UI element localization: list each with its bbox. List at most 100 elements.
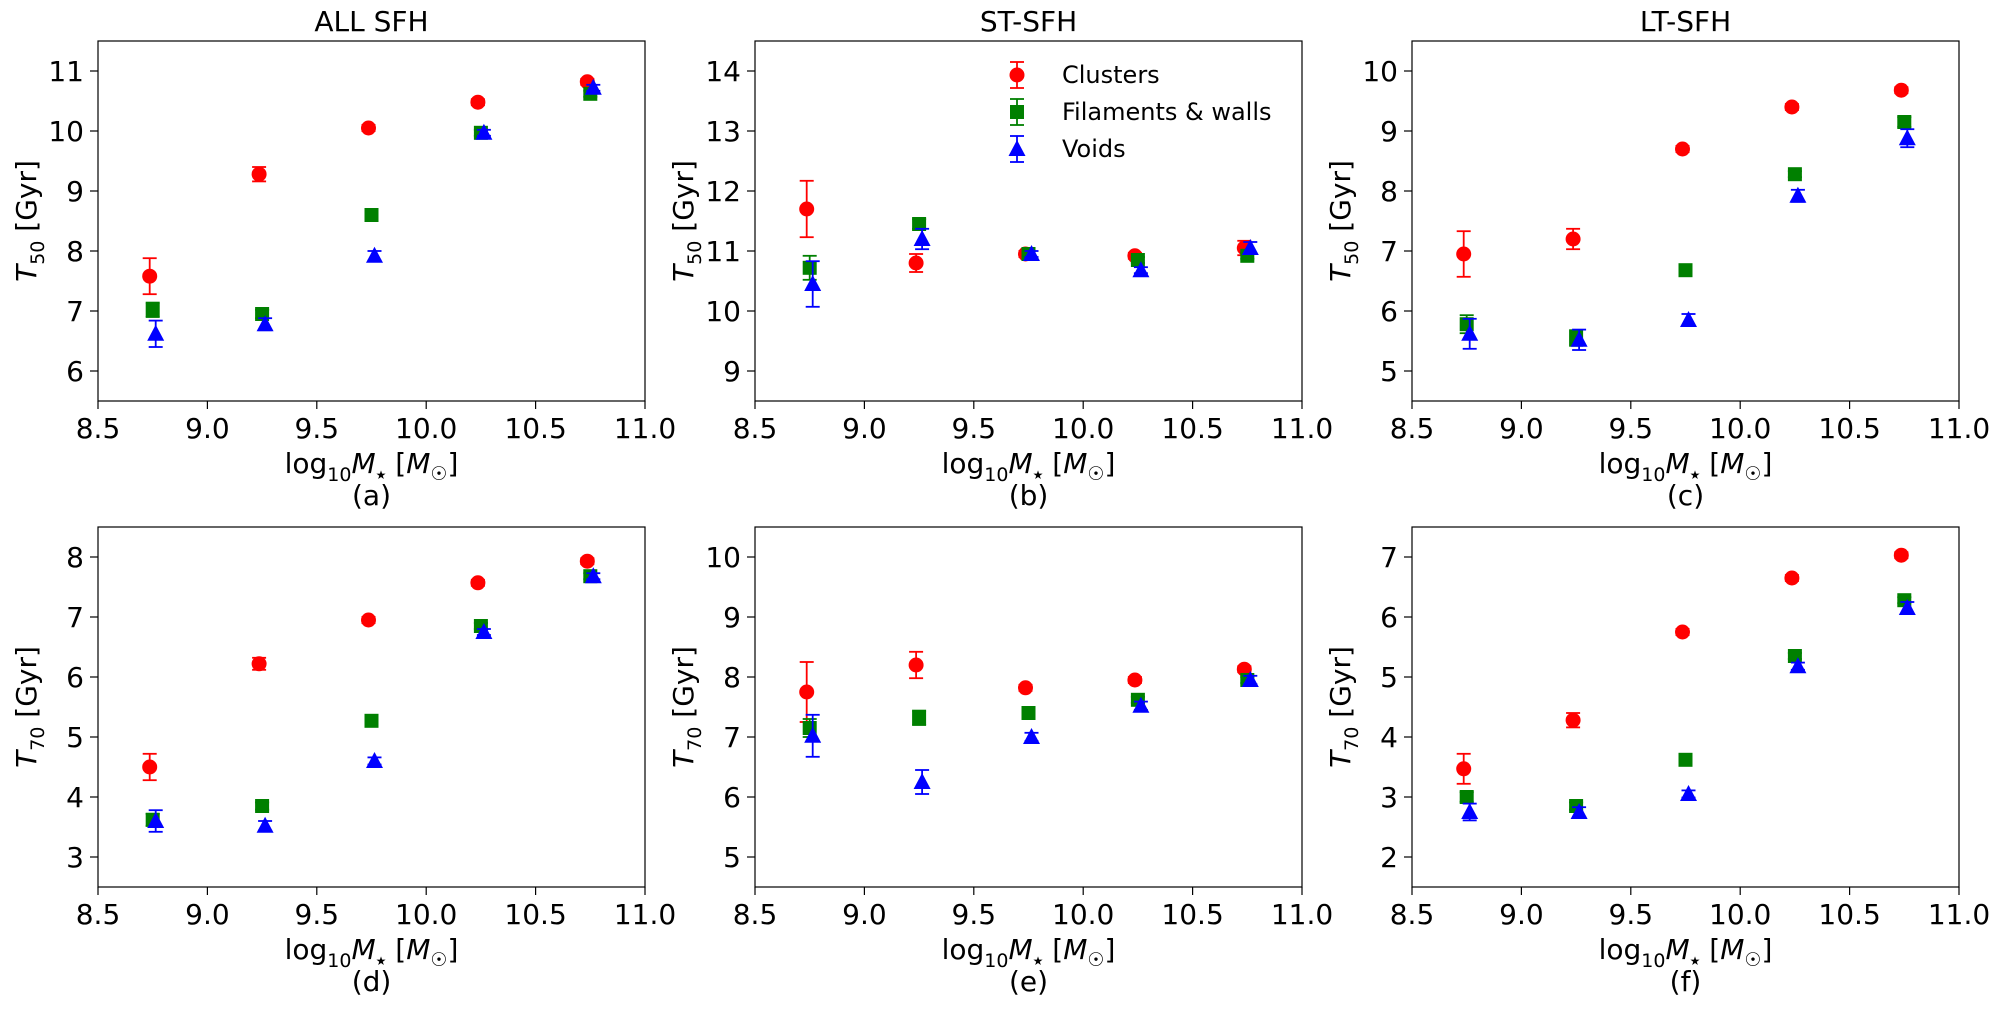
data-point xyxy=(1787,167,1802,182)
legend: Clusters Filaments & walls Voids xyxy=(1008,61,1272,163)
y-tick-label: 14 xyxy=(705,55,741,88)
data-point xyxy=(1461,803,1479,819)
x-tick-label: 10.0 xyxy=(1709,898,1771,931)
panel-1: 8.5 9.0 9.5 10.0 10.5 11.0 6 7 8 9 10 11 ALL SFH log1… xyxy=(10,5,676,512)
y-tick-label: 9 xyxy=(1380,115,1398,148)
x-tick-label: 10.5 xyxy=(504,412,566,445)
y-tick-label: 8 xyxy=(723,661,741,694)
x-tick-label: 11.0 xyxy=(1928,412,1990,445)
x-tick-label: 9.5 xyxy=(1609,412,1654,445)
axes-frame xyxy=(754,40,1303,402)
y-axis-label: T50 [Gyr] xyxy=(1324,160,1363,282)
y-tick-label: 10 xyxy=(1362,55,1398,88)
y-tick-label: 10 xyxy=(48,115,84,148)
data-point xyxy=(1565,712,1581,728)
x-tick-label: 10.0 xyxy=(395,412,457,445)
y-tick-label: 5 xyxy=(1380,355,1398,388)
x-axis-label: log10M★ [M☉] xyxy=(942,933,1116,972)
panel-label: (e) xyxy=(1009,965,1048,998)
data-point xyxy=(1898,599,1916,615)
series-voids xyxy=(804,227,1259,308)
data-point xyxy=(475,123,493,140)
data-point xyxy=(1456,761,1472,777)
data-point xyxy=(142,759,158,775)
x-tick-label: 11.0 xyxy=(614,898,676,931)
panel-2: 8.5 9.0 9.5 10.0 10.5 11.0 9 10 11 12 13 14 ST-SFH lo… xyxy=(667,5,1333,512)
legend-label: Clusters xyxy=(1062,61,1160,89)
y-tick-label: 11 xyxy=(705,235,741,268)
x-tick-label: 9.5 xyxy=(295,898,340,931)
data-point xyxy=(1023,245,1040,261)
data-point xyxy=(256,315,274,332)
series-filaments-walls xyxy=(145,569,598,827)
series-clusters xyxy=(142,74,595,296)
y-tick-label: 10 xyxy=(705,295,741,328)
legend-marker xyxy=(1008,140,1026,156)
x-tick-label: 10.5 xyxy=(1161,898,1223,931)
data-point xyxy=(361,612,376,628)
y-tick-label: 3 xyxy=(66,841,84,874)
x-tick-label: 9.0 xyxy=(1499,898,1544,931)
data-point xyxy=(145,302,160,317)
x-tick-label: 10.0 xyxy=(1052,898,1114,931)
data-point xyxy=(470,94,486,110)
data-point xyxy=(1570,330,1588,347)
data-point xyxy=(908,657,924,673)
y-tick-label: 10 xyxy=(705,541,741,574)
x-tick-label: 9.5 xyxy=(1609,898,1654,931)
y-tick-label: 5 xyxy=(723,841,741,874)
x-axis-label: log10M★ [M☉] xyxy=(285,447,459,486)
axes-frame xyxy=(97,526,646,888)
data-point xyxy=(1680,785,1697,801)
panel-title: ST-SFH xyxy=(980,5,1077,38)
y-tick-label: 9 xyxy=(723,601,741,634)
data-point xyxy=(1127,672,1143,688)
axes-frame xyxy=(754,526,1303,888)
x-tick-label: 10.5 xyxy=(504,898,566,931)
y-axis-label: T70 [Gyr] xyxy=(10,646,49,768)
x-tick-label: 8.5 xyxy=(1390,898,1435,931)
x-axis-label: log10M★ [M☉] xyxy=(285,933,459,972)
x-tick-label: 10.0 xyxy=(395,898,457,931)
panel-title: LT-SFH xyxy=(1640,5,1731,38)
x-tick-label: 10.5 xyxy=(1161,412,1223,445)
y-tick-label: 13 xyxy=(705,115,741,148)
panel-6: 8.5 9.0 9.5 10.0 10.5 11.0 2 3 4 5 6 7 log10M★ [M☉] T… xyxy=(1324,526,1990,998)
y-tick-label: 9 xyxy=(723,355,741,388)
data-point xyxy=(1459,790,1474,804)
data-point xyxy=(584,78,602,95)
legend-label: Voids xyxy=(1062,135,1126,163)
data-point xyxy=(1018,680,1033,696)
panel-label: (b) xyxy=(1009,479,1049,512)
data-point xyxy=(1678,752,1693,767)
data-point xyxy=(1897,115,1912,129)
x-tick-label: 8.5 xyxy=(733,412,778,445)
panel-title: ALL SFH xyxy=(314,5,428,38)
y-tick-label: 6 xyxy=(66,661,84,694)
y-tick-label: 6 xyxy=(723,781,741,814)
x-tick-label: 9.0 xyxy=(185,412,230,445)
y-tick-label: 5 xyxy=(66,721,84,754)
y-tick-label: 7 xyxy=(1380,235,1398,268)
data-point xyxy=(1565,231,1581,247)
data-point xyxy=(366,752,383,768)
panel-5: 8.5 9.0 9.5 10.0 10.5 11.0 5 6 7 8 9 10 log10M★ [M☉]… xyxy=(667,526,1333,998)
y-tick-label: 7 xyxy=(723,721,741,754)
y-tick-label: 7 xyxy=(66,601,84,634)
x-tick-label: 10.5 xyxy=(1818,412,1880,445)
legend-marker xyxy=(1010,105,1024,119)
series-filaments-walls xyxy=(802,217,1255,281)
data-point xyxy=(251,166,267,182)
y-tick-label: 6 xyxy=(1380,295,1398,328)
data-point xyxy=(364,713,379,728)
data-point xyxy=(1784,570,1800,586)
axes-frame xyxy=(1411,526,1960,888)
y-tick-label: 11 xyxy=(48,55,84,88)
y-tick-label: 5 xyxy=(1380,661,1398,694)
y-tick-label: 6 xyxy=(1380,601,1398,634)
y-tick-label: 7 xyxy=(66,295,84,328)
series-voids xyxy=(1461,128,1916,351)
data-point xyxy=(1241,671,1259,687)
y-tick-label: 8 xyxy=(1380,175,1398,208)
y-tick-label: 4 xyxy=(1380,721,1398,754)
